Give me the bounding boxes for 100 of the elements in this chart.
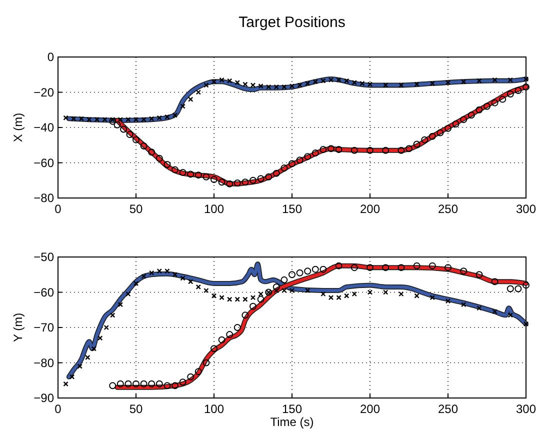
point (258, 291, 264, 297)
point (180, 104, 186, 109)
point (296, 156, 304, 164)
x-tick-label: 300 (516, 402, 536, 416)
point (305, 80, 310, 86)
y-tick-label: −80 (34, 191, 54, 205)
point (335, 262, 342, 270)
point (204, 288, 209, 294)
point (312, 266, 319, 273)
point (202, 173, 210, 180)
point (280, 276, 288, 284)
point (180, 276, 186, 281)
x-tick-label: 250 (438, 202, 458, 216)
y-tick-label: 0 (47, 50, 54, 64)
point (491, 278, 498, 286)
point (492, 309, 498, 314)
point (187, 373, 194, 380)
point (320, 266, 327, 273)
y-tick-label: −70 (34, 320, 54, 334)
point (514, 285, 522, 292)
y-tick-label: −60 (34, 156, 54, 170)
point (126, 291, 131, 297)
point (258, 83, 264, 89)
point (133, 280, 139, 286)
point (110, 116, 116, 122)
point (282, 84, 287, 90)
point (156, 154, 163, 162)
point (86, 116, 92, 122)
point (336, 77, 342, 83)
y-tick-label: −50 (34, 250, 54, 264)
point (335, 146, 342, 154)
point (320, 291, 326, 297)
point (523, 321, 529, 327)
x-tick-label: 150 (282, 202, 302, 216)
point (350, 264, 358, 272)
point (69, 374, 75, 380)
point (210, 345, 218, 352)
point (196, 284, 201, 290)
point (382, 146, 390, 154)
point (461, 302, 466, 308)
point (280, 164, 288, 172)
point (360, 80, 365, 86)
point (312, 79, 318, 84)
point (476, 306, 482, 311)
point (204, 82, 209, 88)
point (149, 116, 154, 122)
point (116, 380, 124, 388)
point (242, 178, 249, 186)
point (194, 172, 202, 179)
point (328, 145, 334, 152)
point (382, 264, 390, 272)
point (367, 290, 373, 295)
point (179, 378, 186, 386)
point (250, 82, 256, 88)
point (188, 279, 194, 284)
point (156, 115, 162, 120)
point (312, 150, 319, 157)
point (428, 132, 436, 140)
point (110, 312, 116, 318)
point (148, 380, 156, 388)
point (383, 290, 388, 295)
point (156, 380, 163, 388)
point (133, 116, 139, 122)
point (320, 146, 327, 154)
point (234, 324, 241, 331)
point (445, 298, 451, 304)
point (227, 78, 232, 84)
point (414, 82, 420, 87)
x-axis-title: Time (s) (270, 415, 314, 429)
point (274, 288, 279, 294)
point (109, 382, 116, 390)
point (452, 120, 460, 128)
point (366, 146, 374, 154)
point (398, 264, 405, 272)
x-tick-label: 50 (129, 202, 143, 216)
point (257, 296, 264, 303)
point (445, 80, 451, 86)
point (219, 294, 224, 300)
point (288, 271, 296, 278)
point (272, 283, 280, 290)
point (196, 90, 201, 95)
x-tick-label: 300 (516, 202, 536, 216)
point (118, 302, 123, 308)
point (421, 136, 428, 144)
x-tick-label: 200 (360, 202, 380, 216)
point (242, 296, 248, 302)
point (274, 84, 279, 90)
point (210, 176, 218, 183)
point (406, 145, 412, 152)
point (444, 264, 452, 272)
point (522, 83, 530, 90)
point (149, 270, 154, 276)
point (78, 116, 84, 122)
point (172, 272, 178, 278)
point (506, 285, 514, 292)
point (234, 80, 240, 86)
point (227, 296, 232, 302)
point (430, 294, 435, 300)
point (266, 84, 272, 90)
point (304, 268, 312, 275)
